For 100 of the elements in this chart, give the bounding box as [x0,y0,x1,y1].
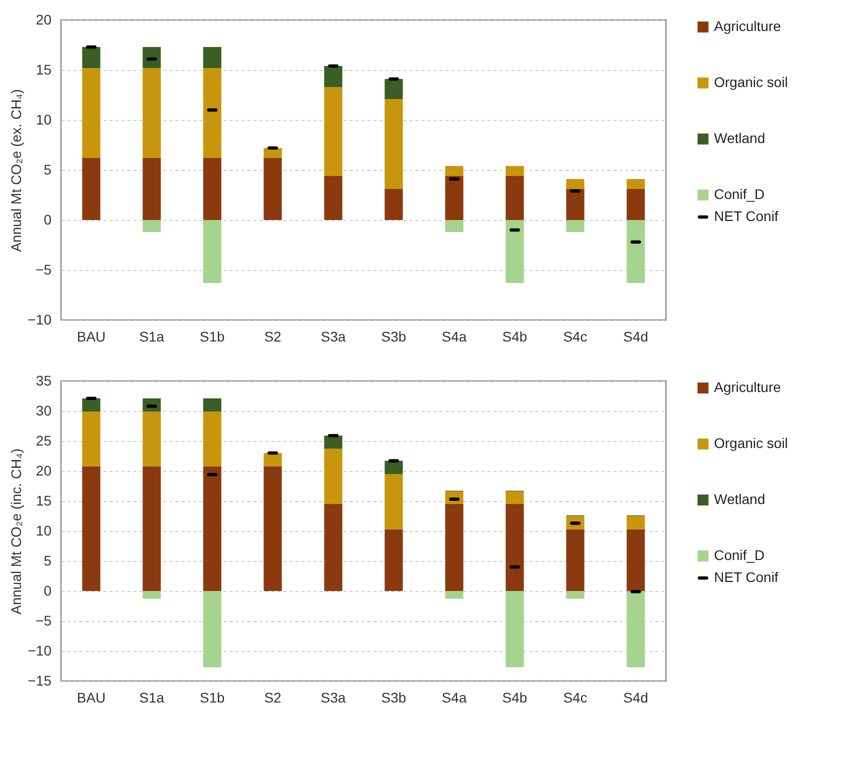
bar [445,591,464,599]
y-tick-label: 15 [36,492,52,508]
bar [203,68,222,158]
legend-label: Agriculture [714,18,782,34]
y-axis-title: Annual Mt CO₂e (ex. CH₄) [8,89,24,252]
bar [384,79,403,99]
bar [626,189,645,220]
bar [626,529,645,591]
bar [264,148,282,158]
bar [324,66,342,87]
x-tick-label: S4a [442,328,467,344]
bar [82,68,100,158]
x-tick-label: S1b [200,690,225,706]
bar [324,504,342,591]
bar [203,220,222,283]
bar [203,398,222,412]
x-tick-label: S4c [563,690,588,706]
y-tick-label: 15 [36,62,52,78]
bar [82,412,100,466]
bar [384,460,403,474]
y-tick-label: 10 [36,522,52,538]
bar [142,466,161,591]
legend-label: NET Conif [714,208,778,224]
bar [506,504,524,591]
bar [324,448,342,504]
bar [142,220,161,232]
bar [324,176,342,220]
x-tick-label: S3b [381,328,406,344]
x-tick-label: S4d [623,690,648,706]
y-tick-label: 25 [36,432,52,448]
bar [445,504,464,591]
bar [384,99,403,189]
bar [445,176,464,220]
bar [82,47,100,68]
bar [506,491,524,504]
bar [384,474,403,530]
legend-label: Conif_D [714,547,765,563]
bar [264,453,282,466]
bar [264,158,282,220]
bar [566,529,584,591]
y-tick-label: 5 [44,162,52,178]
x-tick-label: S4a [442,690,467,706]
legend-label: Wetland [714,491,766,507]
x-tick-label: S4b [502,328,528,344]
bar [142,591,161,599]
bar [203,412,222,466]
y-tick-label: 0 [44,582,52,598]
bar [384,529,403,591]
y-axis-title: Annual Mt CO₂e (inc. CH₄) [8,448,24,614]
legend-label: Agriculture [714,379,782,395]
y-tick-label: 5 [44,552,52,568]
bar [506,166,524,176]
bar [82,398,100,412]
y-tick-label: 20 [36,462,52,478]
bar [324,436,342,449]
x-tick-label: S3a [320,328,346,344]
x-tick-label: S2 [264,690,282,706]
bar [626,220,645,283]
bar [82,466,100,591]
bar [203,47,222,68]
y-tick-label: −10 [28,312,52,328]
legend-label: NET Conif [714,569,778,585]
bar [506,591,524,668]
y-tick-label: −5 [36,612,52,628]
bar [566,220,584,232]
x-tick-label: S1a [139,690,164,706]
bar [324,87,342,176]
bar [506,176,524,220]
y-tick-label: −15 [28,672,52,688]
x-tick-label: S2 [264,328,282,344]
bar [626,516,645,530]
bar [142,412,161,466]
bar [82,158,100,220]
x-tick-label: S1b [200,328,225,344]
bar [626,179,645,189]
legend-label: Organic soil [714,74,788,90]
bar [142,68,161,158]
y-tick-label: 20 [36,12,52,28]
y-tick-label: 10 [36,112,52,128]
bar [566,591,584,599]
y-tick-label: 30 [36,402,52,418]
x-tick-label: S4d [623,328,648,344]
y-tick-label: 0 [44,212,52,228]
x-tick-label: BAU [76,690,106,706]
bar [203,591,222,668]
bar [626,591,645,668]
bar [445,220,464,232]
x-tick-label: BAU [76,328,106,344]
x-tick-label: S4b [502,690,528,706]
bar [203,158,222,220]
x-tick-label: S1a [139,328,164,344]
bar [445,166,464,176]
legend-label: Wetland [714,130,766,146]
bar [264,466,282,591]
x-tick-label: S3a [320,690,346,706]
bar [384,189,403,220]
legend-label: Organic soil [714,435,788,451]
y-tick-label: −5 [36,262,52,278]
bar [566,179,584,189]
x-tick-label: S3b [381,690,406,706]
